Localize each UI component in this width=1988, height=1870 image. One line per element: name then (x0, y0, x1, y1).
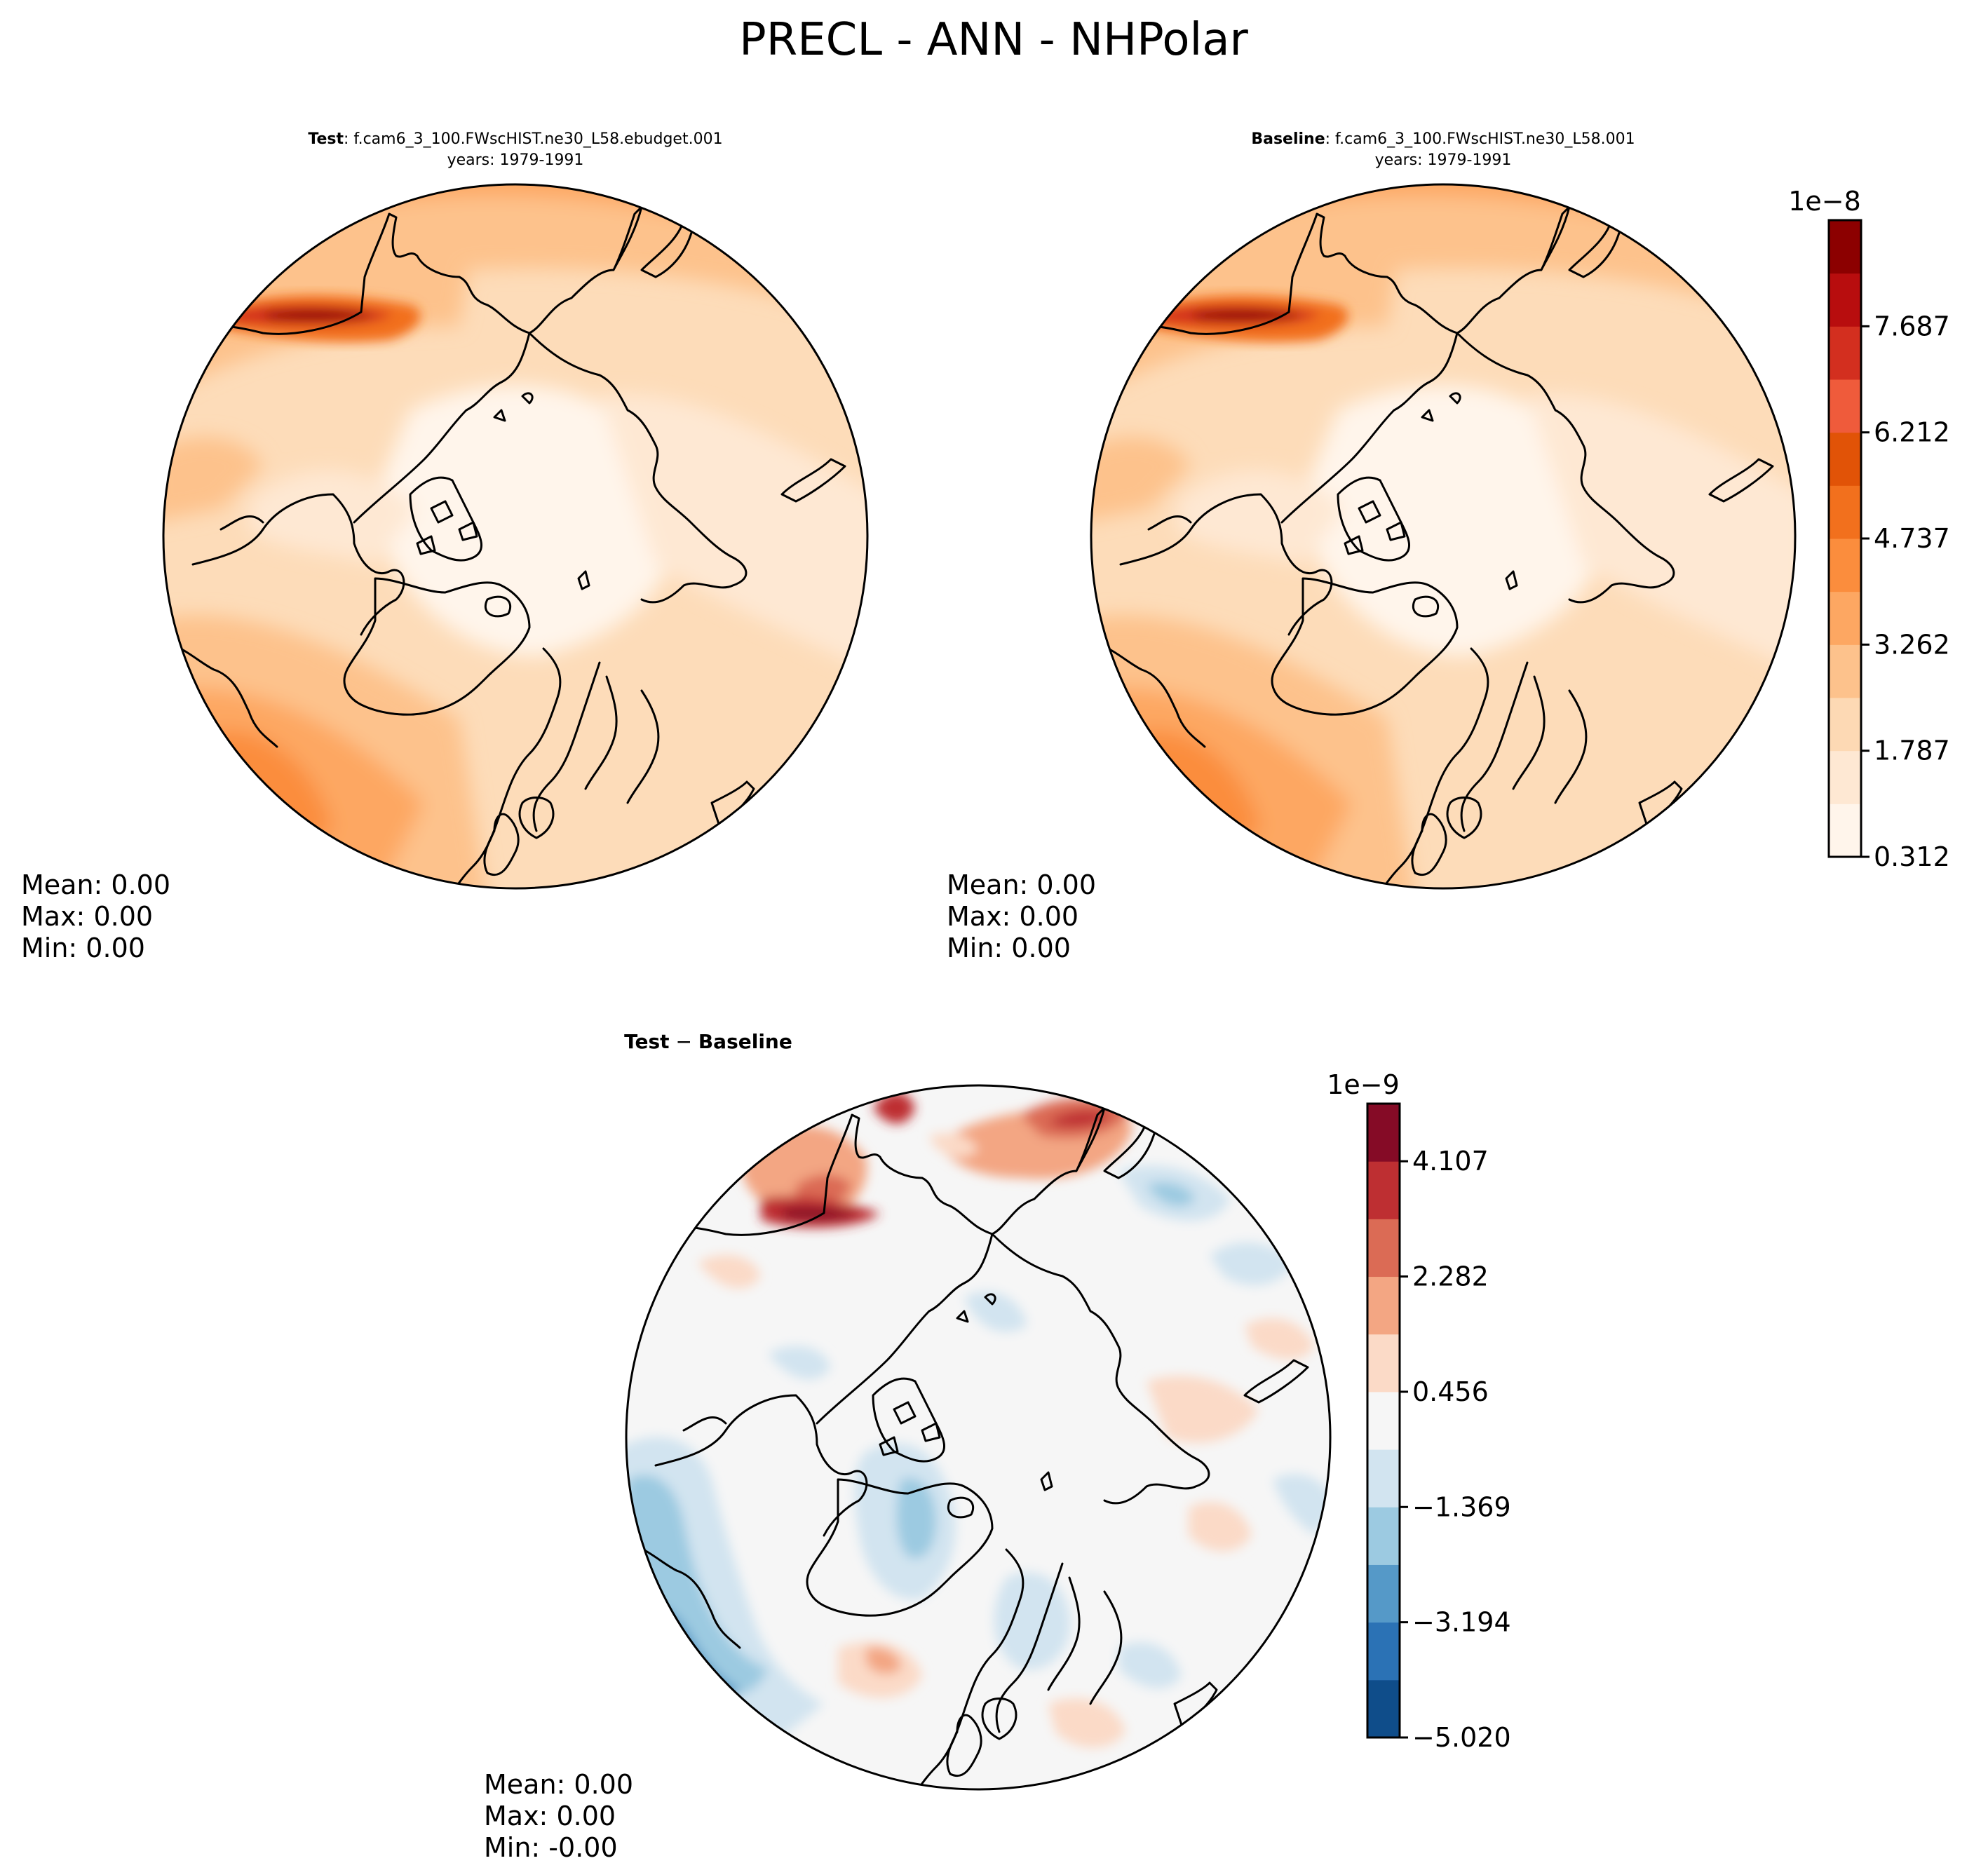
colorbar-bin (1829, 220, 1861, 274)
diff-panel: Test − Baseline (484, 1030, 1332, 1863)
colorbar-bin (1367, 1622, 1400, 1681)
diff-label-bold: Test (624, 1030, 669, 1053)
colorbar-bin (1829, 750, 1861, 804)
diff-stat-mean: Mean: 0.00 (484, 1769, 633, 1800)
baseline-stats: Mean: 0.00 Max: 0.00 Min: 0.00 (947, 869, 1096, 963)
colorbar-tick-label: 3.262 (1874, 629, 1950, 660)
colorbar-bin (1367, 1161, 1400, 1219)
colorbar-tick-label: 2.282 (1412, 1261, 1489, 1292)
diff-map-boundary (625, 1084, 1332, 1791)
diff-panel-title: Test − Baseline (624, 1030, 792, 1053)
diff-colorbar-bins (1367, 1104, 1400, 1738)
colorbar-bin (1829, 432, 1861, 486)
baseline-stat-max: Max: 0.00 (947, 901, 1078, 932)
colorbar-tick-label: −1.369 (1412, 1491, 1511, 1522)
colorbar-bin (1367, 1507, 1400, 1565)
colorbar-bin (1829, 485, 1861, 539)
colorbar-bin (1367, 1334, 1400, 1393)
colorbar-bin (1367, 1564, 1400, 1623)
colorbar-bin (1829, 591, 1861, 645)
test-label-bold: Test (308, 130, 344, 148)
abs-colorbar-ticks: 0.312 1.787 3.262 4.737 6.212 7.687 (1861, 311, 1950, 872)
colorbar-bin (1367, 1679, 1400, 1738)
colorbar-tick-label: 4.107 (1412, 1146, 1489, 1177)
colorbar-tick-label: 6.212 (1874, 417, 1950, 448)
colorbar-bin (1367, 1104, 1400, 1162)
colorbar-bin (1829, 698, 1861, 752)
colorbar-bin (1367, 1276, 1400, 1335)
colorbar-tick-label: 7.687 (1874, 311, 1950, 341)
test-stat-min: Min: 0.00 (21, 933, 145, 963)
colorbar-tick-label: 0.312 (1874, 841, 1950, 872)
figure-title: PRECL - ANN - NHPolar (739, 14, 1248, 66)
diff-stat-max: Max: 0.00 (484, 1801, 616, 1831)
colorbar-bin (1367, 1449, 1400, 1507)
diff-colorbar-exponent: 1e−9 (1327, 1069, 1400, 1100)
test-panel-years: years: 1979-1991 (447, 151, 584, 169)
colorbar-bin (1367, 1391, 1400, 1450)
diff-colorbar-frame (1366, 1102, 1401, 1739)
colorbar-bin (1829, 379, 1861, 433)
diff-colorbar-ticks: −5.020 −3.194 −1.369 0.456 2.282 4.107 (1400, 1146, 1511, 1753)
test-label-rest: : f.cam6_3_100.FWscHIST.ne30_L58.ebudget… (344, 130, 723, 148)
diff-map (626, 1085, 1330, 1789)
test-map-boundary (162, 183, 869, 890)
baseline-map-boundary (1090, 183, 1797, 890)
test-stat-mean: Mean: 0.00 (21, 869, 170, 900)
abs-colorbar-exponent: 1e−8 (1788, 186, 1861, 217)
baseline-stat-mean: Mean: 0.00 (947, 869, 1096, 900)
colorbar-bin (1367, 1219, 1400, 1278)
diff-stats: Mean: 0.00 Max: 0.00 Min: -0.00 (484, 1769, 633, 1863)
baseline-panel: Baseline: f.cam6_3_100.FWscHIST.ne30_L58… (947, 130, 1808, 963)
colorbar-tick-label: 4.737 (1874, 523, 1950, 554)
baseline-panel-title: Baseline: f.cam6_3_100.FWscHIST.ne30_L58… (1251, 130, 1635, 148)
baseline-label-rest: : f.cam6_3_100.FWscHIST.ne30_L58.001 (1325, 130, 1635, 148)
diff-label-bold2: Baseline (698, 1030, 792, 1053)
colorbar-bin (1829, 326, 1861, 380)
colorbar-bin (1829, 804, 1861, 858)
colorbar-bin (1829, 644, 1861, 698)
baseline-panel-years: years: 1979-1991 (1375, 151, 1512, 169)
diff-colorbar: 1e−9 −5.020 −3.194 −1.369 0.456 2.282 4.107 (1327, 1069, 1510, 1753)
baseline-stat-min: Min: 0.00 (947, 933, 1071, 963)
diff-label-op: − (670, 1030, 698, 1053)
abs-colorbar-bins (1829, 220, 1861, 858)
colorbar-tick-label: −5.020 (1412, 1722, 1511, 1753)
baseline-label-bold: Baseline (1251, 130, 1325, 148)
test-stat-max: Max: 0.00 (21, 901, 153, 932)
baseline-map (1091, 184, 1808, 888)
test-panel-title: Test: f.cam6_3_100.FWscHIST.ne30_L58.ebu… (308, 130, 722, 148)
test-stats: Mean: 0.00 Max: 0.00 Min: 0.00 (21, 869, 170, 963)
test-map (163, 184, 880, 888)
test-panel: Test: f.cam6_3_100.FWscHIST.ne30_L58.ebu… (21, 130, 880, 963)
abs-colorbar: 1e−8 0.312 1.787 3.262 4.737 6.212 7.687 (1788, 186, 1950, 872)
colorbar-bin (1829, 273, 1861, 327)
diff-stat-min: Min: -0.00 (484, 1832, 618, 1863)
colorbar-tick-label: 1.787 (1874, 736, 1950, 766)
colorbar-tick-label: 0.456 (1412, 1376, 1489, 1407)
colorbar-bin (1829, 538, 1861, 592)
colorbar-tick-label: −3.194 (1412, 1607, 1511, 1638)
